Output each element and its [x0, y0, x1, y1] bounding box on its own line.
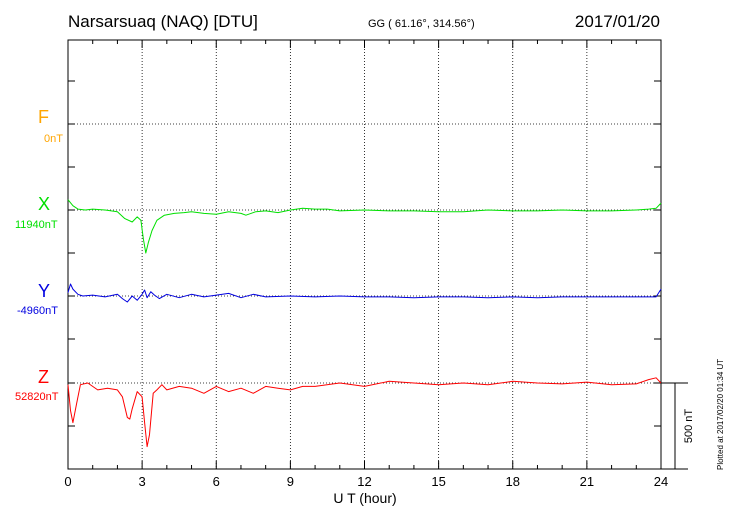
series-x-line — [67, 199, 662, 254]
x-axis-label: U T (hour) — [333, 490, 397, 506]
x-tick-label: 12 — [357, 474, 371, 489]
x-tick-label: 21 — [580, 474, 594, 489]
plotted-timestamp: Plotted at 2017/02/20 01:34 UT — [716, 358, 725, 470]
channel-y-baseline: -4960nT — [17, 305, 58, 317]
x-tick-label: 9 — [287, 474, 294, 489]
x-tick-label: 0 — [64, 474, 71, 489]
x-tick-label: 3 — [139, 474, 146, 489]
x-tick-label: 18 — [506, 474, 520, 489]
x-tick-label: 15 — [431, 474, 445, 489]
x-tick-label: 24 — [654, 474, 668, 489]
plot-frame — [67, 39, 662, 470]
series-z-line — [67, 377, 662, 448]
channel-y-name: Y — [38, 281, 51, 301]
geographic-coordinates: GG ( 61.16°, 314.56°) — [368, 18, 475, 30]
plot-date: 2017/01/20 — [574, 12, 660, 31]
scale-bar-label: 500 nT — [683, 409, 695, 444]
x-tick-label: 6 — [213, 474, 220, 489]
channel-z-name: Z — [38, 367, 49, 387]
station-title: Narsarsuaq (NAQ) [DTU] — [68, 12, 258, 31]
channel-z-baseline: 52820nT — [15, 391, 59, 403]
series-y-line — [67, 283, 662, 303]
channel-x-baseline: 11940nT — [15, 219, 58, 231]
channel-f-baseline: 0nT — [44, 133, 63, 145]
channel-f-name: F — [38, 107, 49, 127]
channel-x-name: X — [38, 194, 51, 214]
